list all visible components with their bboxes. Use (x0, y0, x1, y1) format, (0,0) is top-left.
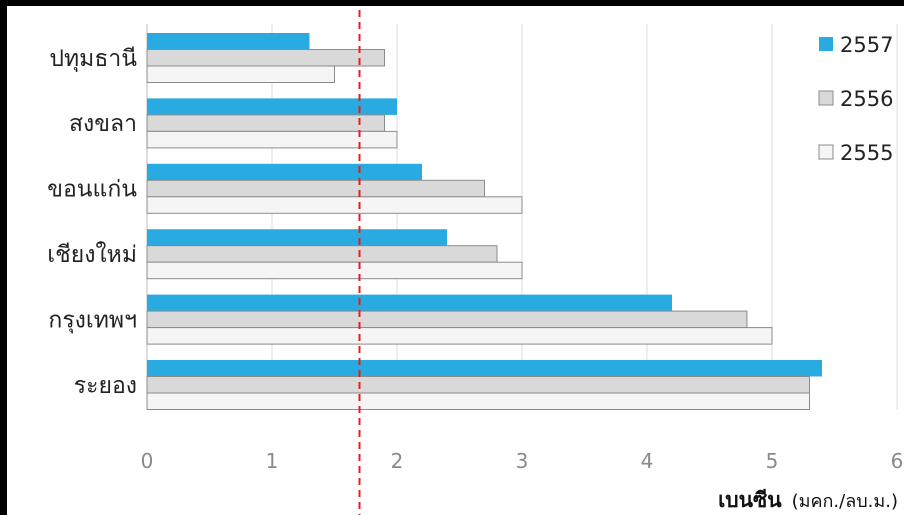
bar-2555-4 (146, 327, 773, 345)
bar-2555-2 (146, 196, 523, 214)
legend-label-2556: 2556 (840, 87, 893, 111)
bars (146, 33, 822, 410)
category-label: กรุงเทพฯ (48, 307, 137, 333)
bar-2556-2 (146, 179, 485, 198)
x-tick-label: 5 (766, 449, 779, 473)
legend-label-2557: 2557 (840, 33, 893, 57)
x-tick-label: 1 (266, 449, 279, 473)
x-tick-label: 3 (516, 449, 529, 473)
x-axis-title-unit: (มคก./ลบ.ม.) (792, 491, 898, 512)
bar-2555-0 (146, 65, 335, 83)
category-label: เชียงใหม่ (47, 241, 137, 268)
bar-2555-5 (146, 392, 810, 410)
bar-2557-4 (147, 294, 672, 312)
bar-2557-5 (147, 360, 822, 377)
legend-swatch-2556 (818, 90, 834, 106)
category-label: ขอนแก่น (47, 177, 137, 203)
x-tick-label: 0 (141, 449, 154, 473)
bar-2555-1 (146, 130, 398, 149)
x-axis-title: เบนซีน (มคก./ลบ.ม.) (718, 488, 898, 512)
x-tick-label: 4 (641, 449, 654, 473)
x-tick-labels: 0 1 2 3 4 5 6 (141, 449, 904, 473)
category-labels: ปทุมธานีสงขลาขอนแก่นเชียงใหม่กรุงเทพฯระย… (47, 46, 137, 399)
gridlines (146, 24, 898, 410)
bar-2556-3 (146, 245, 498, 263)
x-tick-label: 6 (891, 449, 904, 473)
bar-2557-3 (147, 229, 447, 246)
category-label: ปทุมธานี (49, 46, 137, 72)
bar-2557-1 (147, 98, 397, 115)
bar-2556-1 (146, 114, 385, 132)
legend-label-2555: 2555 (840, 141, 893, 165)
legend: 2557 2556 2555 (818, 33, 893, 165)
bar-2556-0 (146, 49, 385, 67)
x-tick-label: 2 (391, 449, 404, 473)
category-label: ระยอง (74, 373, 137, 399)
bar-2556-5 (146, 376, 810, 394)
legend-swatch-2557 (819, 37, 833, 51)
legend-swatch-2555 (818, 144, 834, 160)
category-label: สงขลา (69, 111, 137, 137)
bar-2555-3 (146, 261, 523, 280)
bar-2557-2 (147, 163, 422, 181)
x-axis-title-main: เบนซีน (718, 488, 782, 512)
bar-2557-0 (147, 33, 310, 50)
bar-2556-4 (146, 310, 748, 329)
